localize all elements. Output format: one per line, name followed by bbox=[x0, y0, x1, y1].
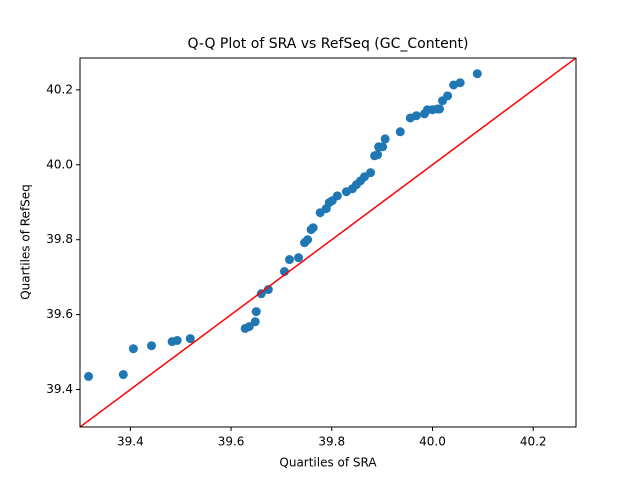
y-tick-label: 39.8 bbox=[46, 232, 73, 246]
point bbox=[303, 235, 313, 245]
point bbox=[263, 285, 273, 295]
point bbox=[472, 69, 482, 79]
point bbox=[378, 142, 388, 152]
point bbox=[128, 344, 138, 354]
x-tick-label: 39.6 bbox=[218, 435, 245, 449]
point bbox=[366, 168, 376, 178]
point bbox=[251, 307, 261, 317]
point bbox=[455, 78, 465, 88]
point bbox=[435, 104, 445, 114]
y-tick-label: 40.0 bbox=[46, 157, 73, 171]
x-tick-label: 40.0 bbox=[419, 435, 446, 449]
point bbox=[147, 341, 157, 351]
point bbox=[373, 150, 383, 160]
point bbox=[411, 111, 421, 121]
point bbox=[84, 371, 94, 381]
x-tick-label: 40.2 bbox=[520, 435, 547, 449]
point bbox=[250, 317, 260, 327]
x-tick-label: 39.8 bbox=[318, 435, 345, 449]
point bbox=[294, 253, 304, 263]
point bbox=[284, 255, 294, 265]
y-tick-label: 39.6 bbox=[46, 307, 73, 321]
y-axis-label: Quartiles of RefSeq bbox=[19, 184, 33, 300]
x-axis-label: Quartiles of SRA bbox=[279, 456, 377, 470]
chart-title: Q-Q Plot of SRA vs RefSeq (GC_Content) bbox=[187, 36, 468, 52]
point bbox=[118, 370, 128, 380]
point bbox=[172, 335, 182, 345]
identity-line bbox=[80, 58, 576, 427]
point bbox=[395, 127, 405, 137]
y-tick-label: 39.4 bbox=[46, 382, 73, 396]
point bbox=[244, 322, 254, 332]
y-tick-label: 40.2 bbox=[46, 82, 73, 96]
point bbox=[443, 91, 453, 101]
point bbox=[308, 223, 318, 233]
plot-frame bbox=[79, 57, 577, 428]
x-tick-label: 39.4 bbox=[117, 435, 144, 449]
point bbox=[332, 191, 342, 201]
point bbox=[380, 134, 390, 144]
point bbox=[185, 334, 195, 344]
